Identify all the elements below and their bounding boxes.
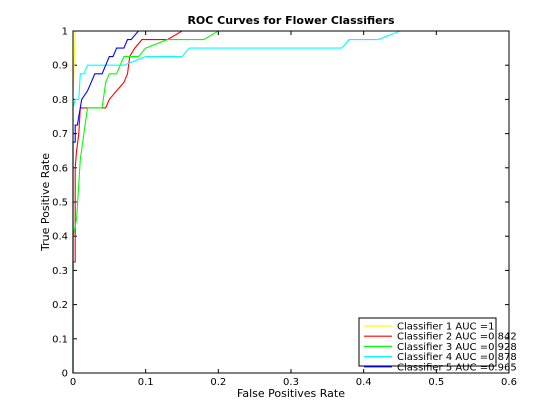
series-line-classifier-4	[72, 30, 509, 373]
legend-label-classifier-2: Classifier 2 AUC =0.842	[397, 332, 517, 343]
x-axis-label: False Positives Rate	[237, 387, 345, 400]
x-tick-label: 0	[70, 377, 76, 388]
legend-label-classifier-4: Classifier 4 AUC =0.878	[397, 352, 517, 363]
x-tick-label: 0.2	[210, 377, 226, 388]
y-tick-label: 0.3	[52, 266, 68, 277]
y-tick-label: 0.5	[52, 198, 68, 209]
legend-label-classifier-1: Classifier 1 AUC =1	[397, 322, 494, 333]
legend-label-classifier-3: Classifier 3 AUC =0.928	[397, 342, 517, 353]
x-tick-label: 0.4	[356, 377, 372, 388]
plot-frame	[72, 30, 510, 374]
x-tick-label: 0.6	[501, 377, 517, 388]
y-tick-label: 0.4	[52, 232, 68, 243]
y-axis-label: True Positive Rate	[39, 153, 52, 252]
x-tick-label: 0.5	[428, 377, 444, 388]
x-tick-label: 0.1	[138, 377, 154, 388]
y-tick-label: 0	[62, 369, 68, 380]
y-tick-label: 0.9	[52, 61, 68, 72]
y-tick-label: 0.6	[52, 163, 68, 174]
series-line-classifier-2	[72, 30, 509, 373]
tick-layer: 0 0.1 0.2 0.3 0.4 0.5 0.6 0 0.1 0.2 0.3 0.4 0.5 0.6 0.…	[52, 27, 517, 389]
series-line-classifier-5	[72, 30, 509, 373]
series-line-classifier-3	[72, 30, 509, 373]
y-tick-label: 0.1	[52, 334, 68, 345]
y-tick-label: 0.2	[52, 300, 68, 311]
legend-label-classifier-5: Classifier 5 AUC =0.965	[397, 362, 517, 373]
chart-title: ROC Curves for Flower Classifiers	[187, 14, 395, 27]
y-tick-label: 0.8	[52, 95, 68, 106]
y-tick-label: 0.7	[52, 129, 68, 140]
x-tick-label: 0.3	[283, 377, 299, 388]
y-tick-label: 1	[62, 27, 68, 38]
